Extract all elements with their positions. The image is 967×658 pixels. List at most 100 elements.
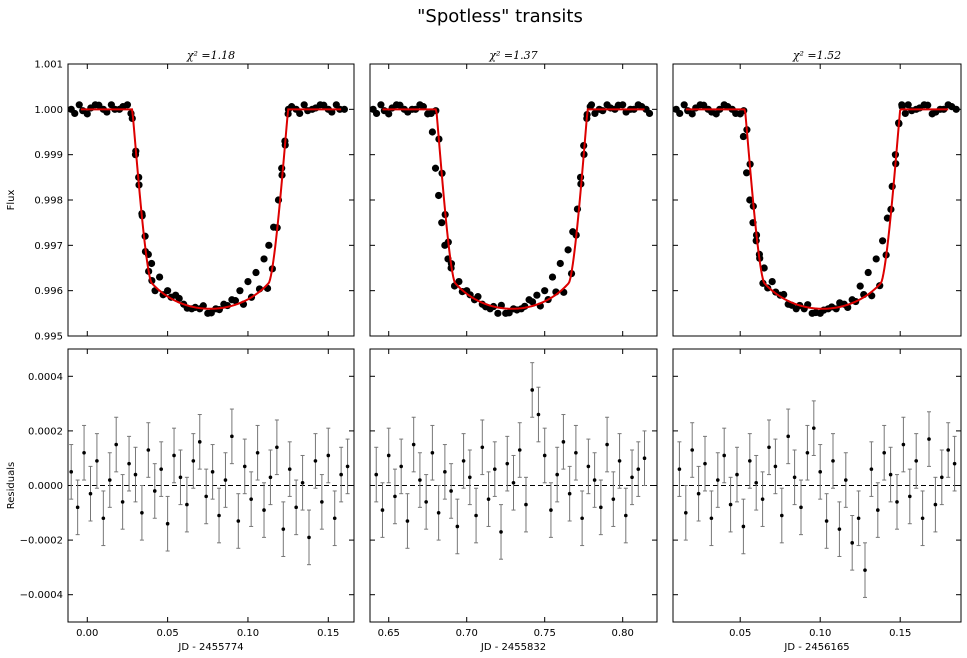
data-point	[587, 101, 596, 109]
residual-point	[748, 459, 752, 463]
ytick-label: 0.0002	[28, 426, 63, 437]
ytick-label: 0.998	[34, 196, 63, 207]
residual-point	[393, 494, 397, 499]
residual-point	[617, 459, 622, 463]
data-point	[856, 282, 864, 290]
residual-point	[474, 513, 478, 518]
data-point	[83, 110, 91, 118]
residual-point	[300, 480, 305, 485]
data-point	[244, 278, 252, 286]
residual-point	[636, 467, 641, 471]
ytick-label: 0.999	[34, 150, 63, 161]
data-point	[494, 309, 502, 317]
residual-point	[824, 519, 829, 523]
xtick-label: 0.70	[456, 628, 478, 639]
xtick-label: 0.05	[156, 628, 178, 639]
data-point	[431, 164, 440, 172]
data-point	[300, 101, 308, 109]
data-point	[428, 128, 436, 136]
y-axis-label: Residuals	[6, 462, 17, 509]
data-point	[278, 164, 286, 172]
data-point	[265, 241, 273, 249]
data-point	[780, 290, 788, 299]
data-point	[888, 182, 896, 190]
residual-point	[294, 505, 298, 510]
residual-point	[307, 535, 311, 540]
residual-point	[120, 500, 125, 504]
data-point	[898, 101, 906, 109]
residual-point	[146, 448, 151, 452]
residual-point	[197, 440, 202, 444]
residual-point	[249, 497, 253, 501]
panel-title: χ² =1.37	[488, 49, 537, 62]
residual-point	[339, 472, 343, 477]
residual-point	[530, 388, 535, 392]
residual-point	[449, 489, 453, 493]
panel-flux-2: χ² =1.37	[369, 49, 658, 337]
residual-point	[908, 494, 912, 499]
data-point	[147, 259, 156, 268]
ytick-label: 0.0000	[28, 481, 63, 492]
residual-point	[517, 448, 522, 452]
data-point	[564, 246, 572, 254]
residual-point	[499, 530, 503, 534]
data-point	[619, 101, 627, 109]
data-point	[155, 273, 164, 281]
residual-point	[630, 475, 634, 480]
residual-point	[430, 450, 435, 455]
residual-point	[127, 461, 131, 466]
residual-point	[863, 568, 867, 572]
residual-point	[326, 453, 331, 458]
data-point	[231, 297, 240, 305]
residual-point	[345, 464, 350, 469]
data-point	[599, 107, 607, 115]
residual-point	[332, 516, 337, 521]
data-point	[474, 293, 482, 301]
axes-frame	[369, 63, 658, 337]
xtick-label: 0.15	[317, 628, 339, 639]
residual-point	[165, 521, 170, 526]
residual-point	[574, 450, 578, 455]
panel-title: χ² =1.18	[186, 49, 235, 62]
residual-point	[728, 502, 733, 507]
residual-point	[524, 502, 528, 507]
residual-point	[455, 524, 460, 529]
xtick-label: 0.65	[378, 628, 400, 639]
ytick-label: 1.000	[34, 105, 63, 116]
residual-point	[443, 470, 447, 474]
residual-point	[480, 445, 485, 450]
residual-point	[567, 491, 572, 496]
residual-point	[468, 475, 472, 480]
ytick-label: 0.995	[34, 332, 63, 343]
residual-point	[927, 437, 931, 441]
residual-point	[223, 478, 228, 482]
xtick-label: 0.80	[612, 628, 634, 639]
model-curve	[80, 108, 342, 310]
data-point	[864, 268, 872, 277]
residual-point	[869, 467, 874, 471]
residual-point	[461, 459, 466, 463]
residual-point	[424, 500, 428, 504]
data-point	[533, 291, 541, 299]
residual-point	[313, 459, 318, 463]
residual-point	[818, 470, 822, 474]
panel-resid-2: 0.65 0.70 0.75 0.80 JD - 2455832	[369, 348, 658, 653]
residual-point	[592, 478, 597, 482]
residual-point	[88, 491, 93, 496]
xtick-label: 0.15	[889, 628, 911, 639]
ytick-label: 1.001	[34, 60, 63, 71]
residual-point	[767, 445, 771, 450]
data-point	[676, 109, 684, 118]
residual-point	[709, 516, 714, 521]
residual-point	[262, 508, 266, 512]
data-point	[952, 105, 960, 113]
residual-point	[933, 502, 938, 507]
ytick-label: 0.996	[34, 286, 63, 297]
model-curve	[685, 108, 949, 310]
residual-point	[952, 461, 957, 466]
residual-point	[82, 450, 86, 455]
residual-point	[773, 464, 778, 469]
residual-point	[374, 472, 379, 477]
data-point	[548, 273, 557, 281]
